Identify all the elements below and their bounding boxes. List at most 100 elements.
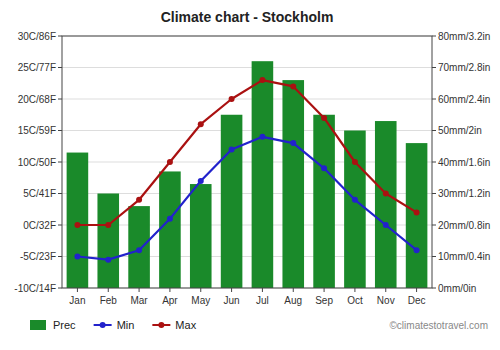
point [198,178,204,184]
point [259,134,265,140]
tick-label: 10mm/0.4in [438,251,490,262]
tick-label: Jul [256,295,269,306]
point [414,247,420,253]
point [105,222,111,228]
tick-label: Feb [100,295,118,306]
plot-marks [67,61,428,288]
tick [432,36,436,37]
tick [200,288,201,292]
point [321,165,327,171]
point [105,257,111,263]
plot-frame [62,36,432,288]
tick-label: 20mm/0.8in [438,220,490,231]
chart: Climate chart - Stockholm-10C/14F-5C/23F… [0,0,500,350]
point [352,197,358,203]
series-min [74,134,419,263]
tick [231,288,232,292]
point [290,83,296,89]
point [383,222,389,228]
bar [221,115,243,288]
tick [432,67,436,68]
tick-label: 60mm/2.4in [438,94,490,105]
bar [128,206,150,288]
tick-label: Dec [408,295,426,306]
tick-label: Sep [315,295,333,306]
tick [416,288,417,292]
legend-marker [158,322,164,328]
tick [432,193,436,194]
bar [344,131,366,289]
grid-line [62,67,432,68]
point [229,96,235,102]
tick-label: May [191,295,210,306]
tick [77,288,78,292]
tick-label: 30mm/1.2in [438,188,490,199]
tick [432,288,436,289]
tick-label: -5C/23F [20,251,56,262]
grid [62,36,432,288]
tick-label: 25C/77F [18,62,56,73]
tick [432,130,436,131]
tick-label: 20C/68F [18,94,56,105]
tick [139,288,140,292]
legend-item: Prec [30,319,76,331]
legend: Prec Min Max [30,319,197,331]
point [167,216,173,222]
series-max [74,77,419,228]
legend-label: Min [117,319,135,331]
tick [432,99,436,100]
tick [262,288,263,292]
tick [293,288,294,292]
point [136,247,142,253]
tick-label: Apr [162,295,178,306]
tick [58,162,62,163]
bar [282,80,304,288]
tick [432,162,436,163]
bar [190,184,212,288]
tick-label: 50mm/2in [438,125,482,136]
legend-marker [100,322,106,328]
y-axis: -10C/14F -5C/23F 0C/32F 5C/41F 10C/50F 15C/59… [14,31,62,294]
point [167,159,173,165]
tick-label: 15C/59F [18,125,56,136]
tick-label: Jun [224,295,240,306]
legend-label: Prec [53,319,76,331]
tick-label: Jan [69,295,85,306]
point [414,209,420,215]
tick [432,256,436,257]
tick-label: Oct [347,295,363,306]
x-axis: JanFebMarAprMayJunJulAugSepOctNovDec [69,288,425,306]
bar [97,194,119,289]
point [259,77,265,83]
tick-label: 10C/50F [18,157,56,168]
tick-label: 80mm/3.2in [438,31,490,42]
point [198,121,204,127]
point [321,115,327,121]
tick-label: -10C/14F [14,283,56,294]
point [74,222,80,228]
line [77,137,416,260]
bar [252,61,274,288]
tick [58,130,62,131]
bar [159,171,181,288]
tick [58,225,62,226]
tick [58,256,62,257]
tick [58,99,62,100]
series-prec [67,61,428,288]
bar [313,115,335,288]
bar [375,121,397,288]
legend-label: Max [175,319,196,331]
y2-axis: 0mm/0in10mm/0.4in20mm/0.8in30mm/1.2in40m… [432,31,490,294]
legend-item: Max [152,319,196,331]
point [290,140,296,146]
tick [108,288,109,292]
tick [432,225,436,226]
grid-line [62,99,432,100]
tick-label: 0C/32F [23,220,56,231]
tick [324,288,325,292]
tick-label: 5C/41F [23,188,56,199]
tick [354,288,355,292]
point [352,159,358,165]
tick-label: 40mm/1.6in [438,157,490,168]
annotation: ©climatestotravel.com [389,320,488,331]
